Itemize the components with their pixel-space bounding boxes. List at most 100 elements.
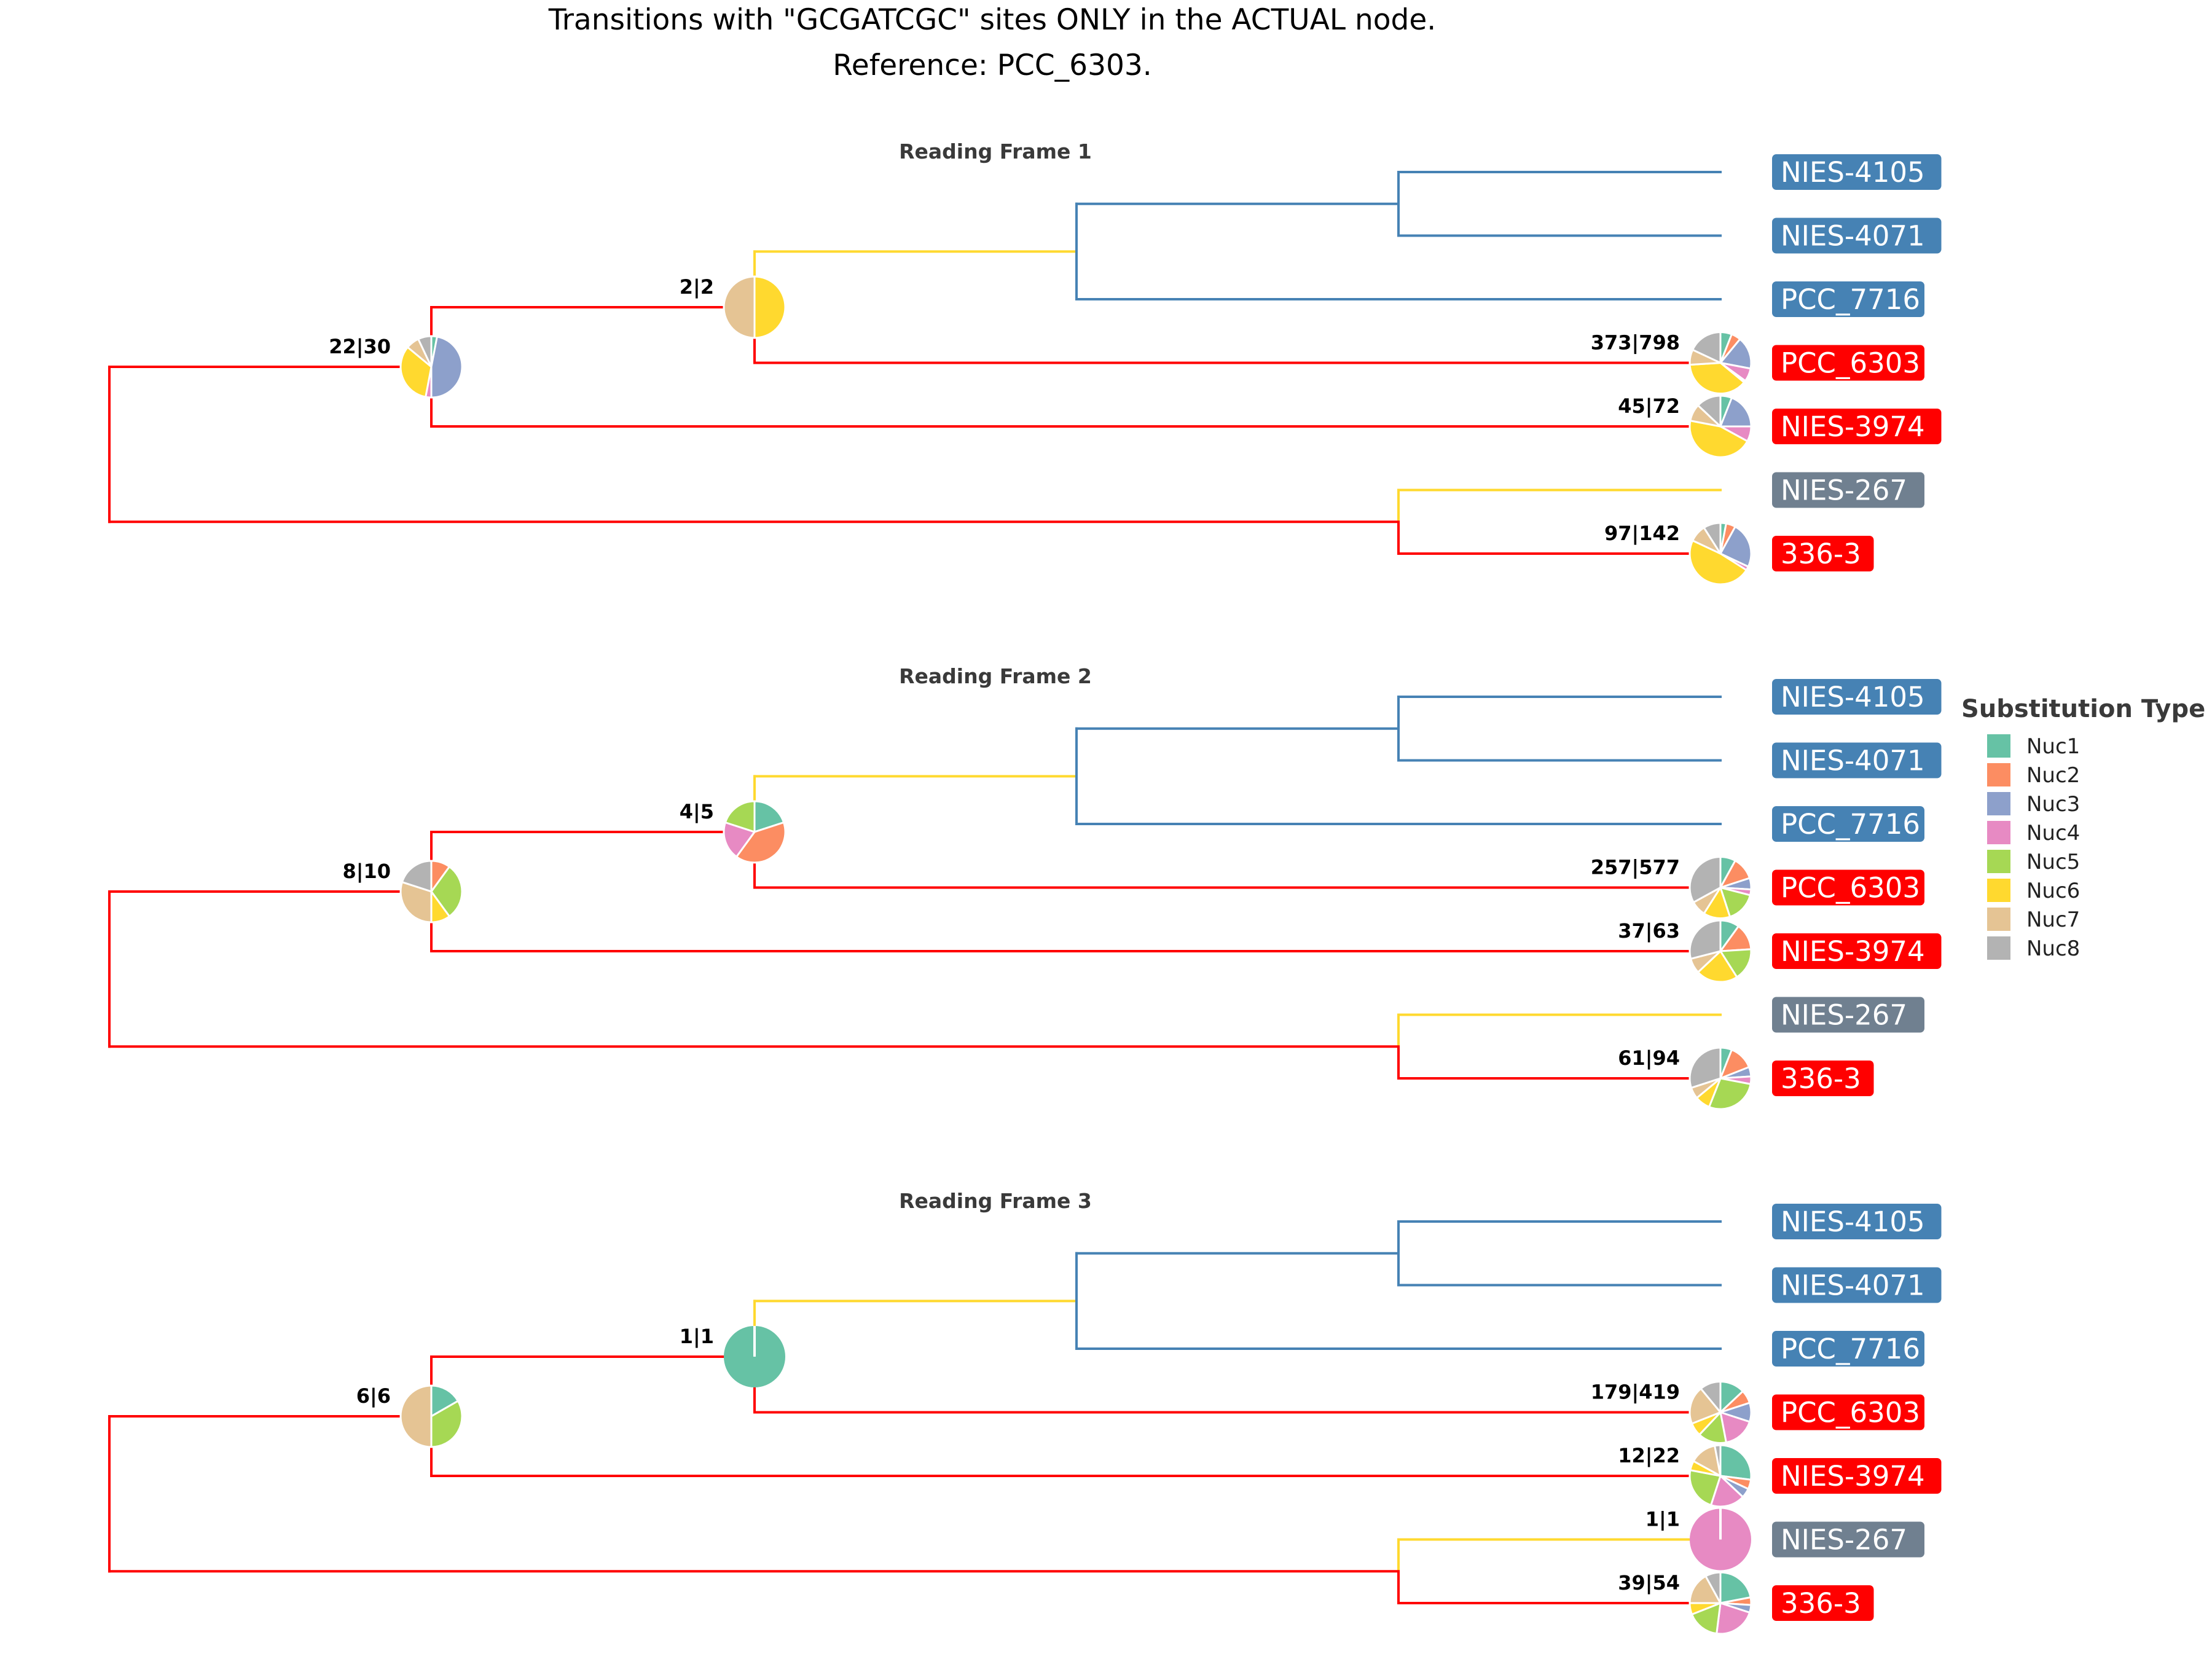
node-count-label: 8|10 [343, 860, 391, 884]
leaf-label-text: NIES-3974 [1781, 935, 1925, 968]
reading-frame-2: Reading Frame 2 NIES-4105 NIES-4071 PCC_771… [108, 664, 1942, 1110]
pie-slice-nuc5 [430, 866, 463, 917]
pie-slice-nuc5 [1688, 1469, 1722, 1507]
legend-title: Substitution Type [1961, 695, 2205, 723]
node-count-label: 12|22 [1618, 1444, 1680, 1468]
leaf-label-box [1772, 997, 1924, 1033]
leaf-label-text: NIES-3974 [1781, 410, 1925, 443]
pie-slice-nuc4 [1716, 1602, 1751, 1635]
pie-slice-nuc7 [723, 275, 756, 339]
node-count-label: 1|1 [680, 1325, 714, 1349]
leaf-label-text: NIES-267 [1781, 474, 1907, 507]
pie-slice-nuc7 [1688, 1575, 1722, 1604]
legend-label: Nuc8 [2026, 936, 2080, 961]
pie-slice-nuc8 [1714, 1444, 1722, 1477]
pie-slice-nuc5 [430, 1400, 463, 1448]
leaf-label: NIES-4071 [1772, 1267, 1942, 1303]
leaf-label-text: PCC_6303 [1781, 1397, 1920, 1429]
legend-item: Nuc4 [1987, 821, 2080, 845]
reading-frame-3: Reading Frame 3 NIES-4105 NIES-4071 PCC_771… [108, 1189, 1942, 1635]
leaf-label: PCC_7716 [1772, 806, 1924, 842]
leaf-label: PCC_7716 [1772, 281, 1924, 317]
pie-slice-nuc8 [1688, 1046, 1722, 1089]
pie-nies-3974 [1688, 1444, 1752, 1508]
leaf-label-box [1772, 1331, 1924, 1367]
reading-frames: Reading Frame 1 NIES-4105 NIES-4071 PCC_771… [108, 139, 1942, 1635]
pie-inner [724, 1325, 785, 1387]
pie-slice-nuc8 [1692, 331, 1722, 364]
pie-slice-nuc4 [1719, 1411, 1751, 1444]
leaf-label: 336-3 [1772, 1061, 1874, 1096]
legend-label: Nuc2 [2026, 763, 2080, 788]
pie-slice-nuc5 [724, 800, 756, 833]
figure-title-line-1: Transitions with "GCGATCGC" sites ONLY i… [548, 3, 1436, 37]
pie-slice-nuc8 [1703, 522, 1722, 555]
pie-nies-3974 [1688, 394, 1752, 458]
legend-swatch [1987, 734, 2010, 758]
legend-label: Nuc3 [2026, 792, 2080, 817]
pie-slice-nuc6 [399, 346, 433, 398]
legend-items: Nuc1 Nuc2 Nuc3 Nuc4 Nuc5 Nuc6 Nuc7 Nuc8 [1987, 734, 2080, 961]
leaf-label-text: NIES-4071 [1781, 745, 1925, 777]
pie-slice-nuc3 [1719, 338, 1752, 370]
leaf-label-box [1772, 281, 1924, 317]
pie-slice-nuc1 [1719, 1571, 1752, 1604]
leaf-label-box [1772, 1458, 1942, 1494]
frame-title: Reading Frame 3 [899, 1189, 1092, 1213]
legend-swatch [1987, 879, 2010, 902]
pie-336-3 [1688, 1046, 1752, 1110]
pie-slice-nuc5 [1708, 1077, 1752, 1110]
pie-pcc_6303 [1688, 1381, 1752, 1444]
pie-slice-nuc3 [430, 335, 463, 399]
leaf-label-text: NIES-267 [1781, 999, 1907, 1032]
leaf-label-text: NIES-267 [1781, 1524, 1907, 1556]
leaf-label: PCC_6303 [1772, 869, 1924, 906]
pie-336-3 [1688, 522, 1752, 586]
pie-slice-nuc6 [1688, 539, 1747, 586]
node-count-label: 1|1 [1645, 1508, 1680, 1532]
leaf-label-box [1772, 1585, 1874, 1621]
leaf-label-box [1772, 742, 1942, 779]
pie-root-child [399, 860, 463, 924]
node-count-label: 97|142 [1604, 522, 1680, 546]
leaf-label-box [1772, 1204, 1942, 1239]
legend-label: Nuc4 [2026, 821, 2080, 845]
node-count-label: 45|72 [1618, 394, 1680, 418]
leaf-label-text: NIES-4071 [1781, 1269, 1925, 1302]
pie-slice-nuc8 [1697, 394, 1722, 428]
leaf-label-box [1772, 1394, 1924, 1430]
leaf-label-text: NIES-4071 [1781, 220, 1925, 253]
leaf-label-text: 336-3 [1781, 538, 1861, 570]
leaf-label: NIES-4105 [1772, 154, 1942, 190]
pie-slice-nuc8 [1688, 919, 1722, 960]
pie-slice-nuc8 [417, 335, 433, 368]
frame-title: Reading Frame 2 [899, 664, 1092, 688]
leaf-label: NIES-267 [1772, 472, 1924, 508]
pie-slice-nuc7 [1688, 1387, 1722, 1425]
leaf-label-text: 336-3 [1781, 1587, 1861, 1620]
pie-slice-nuc7 [399, 881, 433, 924]
leaf-label: 336-3 [1772, 1585, 1874, 1621]
leaf-label-box [1772, 1061, 1874, 1096]
leaf-label-box [1772, 1267, 1942, 1303]
leaf-label: NIES-3974 [1772, 933, 1942, 969]
legend-swatch [1987, 908, 2010, 931]
leaf-label-text: PCC_7716 [1781, 808, 1920, 841]
pie-slice-nuc3 [1719, 397, 1752, 428]
node-count-label: 2|2 [680, 275, 714, 299]
leaf-label-box [1772, 472, 1924, 508]
leaf-label-text: 336-3 [1781, 1062, 1861, 1095]
pie-root-child [399, 335, 463, 399]
leaf-label-box [1772, 409, 1942, 444]
reading-frame-1: Reading Frame 1 NIES-4105 NIES-4071 PCC_771… [108, 139, 1942, 586]
node-count-label: 4|5 [680, 800, 714, 824]
pie-slice-nuc1 [1719, 1444, 1752, 1481]
pie-slice-nuc8 [1688, 856, 1722, 904]
legend-swatch [1987, 763, 2010, 786]
pie-slice-nuc6 [1688, 362, 1746, 394]
leaf-label: 336-3 [1772, 536, 1874, 571]
legend-label: Nuc1 [2026, 734, 2080, 759]
node-count-label: 39|54 [1618, 1571, 1680, 1595]
leaf-label-box [1772, 679, 1942, 715]
leaf-label-text: NIES-3974 [1781, 1460, 1925, 1492]
